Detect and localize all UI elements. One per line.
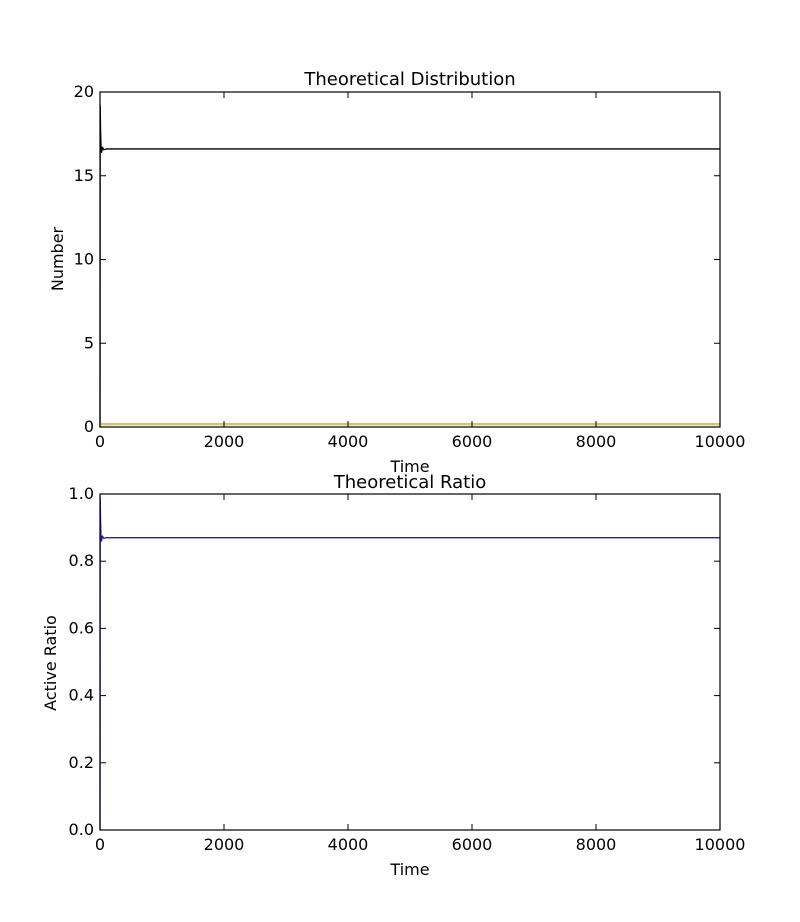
ratio-y-tick-label: 1.0 <box>69 484 94 503</box>
ratio-y-tick-label: 0.8 <box>69 551 94 570</box>
ratio-y-tick-label: 0.6 <box>69 618 94 637</box>
ratio-subplot: Theoretical Ratio Active Ratio Time 0 200… <box>41 472 745 879</box>
distribution-x-tick-label: 0 <box>95 432 105 451</box>
ratio-plot-area: 0 2000 4000 6000 8000 10000 0.0 0.2 0.4 0.6 0.8 1.0 <box>69 484 746 854</box>
distribution-chart-title: Theoretical Distribution <box>303 69 515 90</box>
ratio-chart-title: Theoretical Ratio <box>333 472 487 493</box>
ratio-x-tick-label: 8000 <box>576 835 617 854</box>
ratio-y-axis-label: Active Ratio <box>41 615 60 711</box>
ratio-x-tick-label: 4000 <box>328 835 369 854</box>
ratio-x-axis-label: Time <box>389 860 429 879</box>
ratio-x-tick-label: 6000 <box>452 835 493 854</box>
distribution-y-tick-label: 5 <box>84 333 94 352</box>
distribution-y-axis-label: Number <box>48 226 67 291</box>
distribution-series-line-2 <box>99 422 720 426</box>
ratio-axes-frame <box>99 493 721 831</box>
ratio-y-tick-label: 0.2 <box>69 753 94 772</box>
ratio-y-tick-label: 0.4 <box>69 686 94 705</box>
distribution-y-tick-label: 20 <box>74 82 94 101</box>
distribution-plot-area: 0 2000 4000 6000 8000 10000 0 5 10 15 20 <box>74 82 746 451</box>
distribution-y-tick-label: 10 <box>74 250 94 269</box>
ratio-y-tick-label: 0.0 <box>69 820 94 839</box>
distribution-y-tick-label: 15 <box>74 166 94 185</box>
distribution-x-tick-label: 2000 <box>204 432 245 451</box>
distribution-subplot: Theoretical Distribution Number Time 0 20… <box>48 69 745 476</box>
ratio-x-tick-label: 10000 <box>695 835 746 854</box>
distribution-x-tick-label: 6000 <box>452 432 493 451</box>
distribution-x-axis-label: Time <box>389 457 429 476</box>
distribution-x-tick-label: 10000 <box>695 432 746 451</box>
distribution-x-tick-label: 4000 <box>328 432 369 451</box>
ratio-x-tick-label: 0 <box>95 835 105 854</box>
distribution-x-tick-label: 8000 <box>576 432 617 451</box>
distribution-y-tick-label: 0 <box>84 417 94 436</box>
ratio-x-tick-label: 2000 <box>204 835 245 854</box>
